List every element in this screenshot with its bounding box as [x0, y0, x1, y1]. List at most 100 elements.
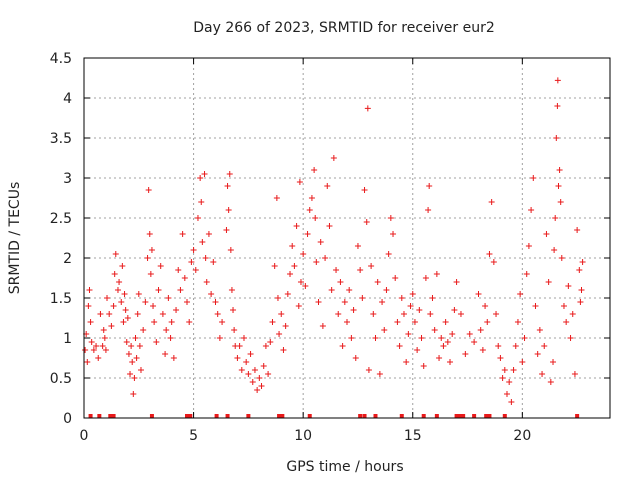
data-point [85, 303, 92, 309]
data-point [282, 323, 289, 329]
data-point [136, 343, 143, 349]
data-point [262, 343, 269, 349]
data-point [168, 319, 175, 325]
data-point [181, 275, 188, 281]
data-point [226, 171, 233, 177]
data-point [350, 307, 357, 313]
zero-marker [277, 414, 282, 418]
data-point [134, 311, 141, 317]
data-point [490, 259, 497, 265]
data-point [135, 291, 142, 297]
data-point [429, 295, 436, 301]
data-point [86, 287, 93, 293]
data-point [121, 291, 128, 297]
data-point [392, 275, 399, 281]
data-point [212, 299, 219, 305]
data-point [122, 307, 129, 313]
zero-marker [487, 414, 492, 418]
data-point [110, 303, 117, 309]
data-point [159, 311, 166, 317]
data-point [225, 207, 232, 213]
data-point [293, 223, 300, 229]
data-point [273, 195, 280, 201]
data-point [203, 279, 210, 285]
data-point [88, 339, 95, 345]
data-point [552, 215, 559, 221]
data-point [112, 251, 119, 257]
data-point [407, 303, 414, 309]
data-point [99, 343, 106, 349]
data-point [557, 199, 564, 205]
data-point [551, 247, 558, 253]
data-point [116, 279, 123, 285]
data-point [129, 359, 136, 365]
data-point [256, 375, 263, 381]
data-point [348, 335, 355, 341]
data-point [194, 215, 201, 221]
data-point [128, 343, 135, 349]
data-point [300, 251, 307, 257]
data-point [245, 371, 252, 377]
data-point [539, 371, 546, 377]
data-point [84, 359, 91, 365]
data-point [302, 283, 309, 289]
zero-marker [149, 414, 154, 418]
data-point [517, 291, 524, 297]
data-point [576, 267, 583, 273]
data-point [451, 307, 458, 313]
data-point [144, 255, 151, 261]
data-point [147, 271, 154, 277]
data-point [497, 355, 504, 361]
data-point [188, 259, 195, 265]
zero-marker [108, 414, 113, 418]
data-point [313, 259, 320, 265]
data-point [536, 327, 543, 333]
data-point [90, 347, 97, 353]
data-point [153, 339, 160, 345]
data-point [554, 77, 561, 84]
data-point [385, 251, 392, 257]
data-point [335, 311, 342, 317]
data-point [224, 183, 231, 189]
data-point [93, 343, 100, 349]
data-point [359, 295, 366, 301]
data-point [167, 335, 174, 341]
data-point [495, 343, 502, 349]
data-point [447, 359, 454, 365]
zero-marker [373, 414, 378, 418]
data-point [197, 175, 204, 181]
data-point [554, 103, 561, 109]
data-point [251, 367, 258, 373]
data-point [254, 387, 261, 393]
y-tick-label: 1 [63, 331, 72, 347]
data-point [383, 287, 390, 293]
y-tick-label: 0.5 [50, 371, 72, 387]
data-point [101, 335, 108, 341]
data-point [381, 327, 388, 333]
data-point [398, 295, 405, 301]
data-point [541, 343, 548, 349]
zero-marker [225, 414, 230, 418]
data-point [354, 243, 361, 249]
zero-marker [307, 414, 312, 418]
data-point [420, 363, 427, 369]
data-point [119, 263, 126, 269]
data-point [184, 299, 191, 305]
data-point [308, 195, 315, 201]
data-point [306, 207, 313, 213]
data-point [519, 359, 526, 365]
y-tick-label: 2 [63, 251, 72, 267]
data-point [508, 399, 515, 405]
data-point [236, 343, 243, 349]
data-point [558, 255, 565, 261]
data-point [312, 215, 319, 221]
chart-title: Day 266 of 2023, SRMTID for receiver eur… [193, 20, 495, 36]
data-point [297, 279, 304, 285]
data-point [374, 279, 381, 285]
data-point [523, 271, 530, 277]
data-point [155, 287, 162, 293]
data-point [201, 171, 208, 177]
data-point [565, 283, 572, 289]
data-point [501, 367, 508, 373]
data-point [543, 231, 550, 237]
